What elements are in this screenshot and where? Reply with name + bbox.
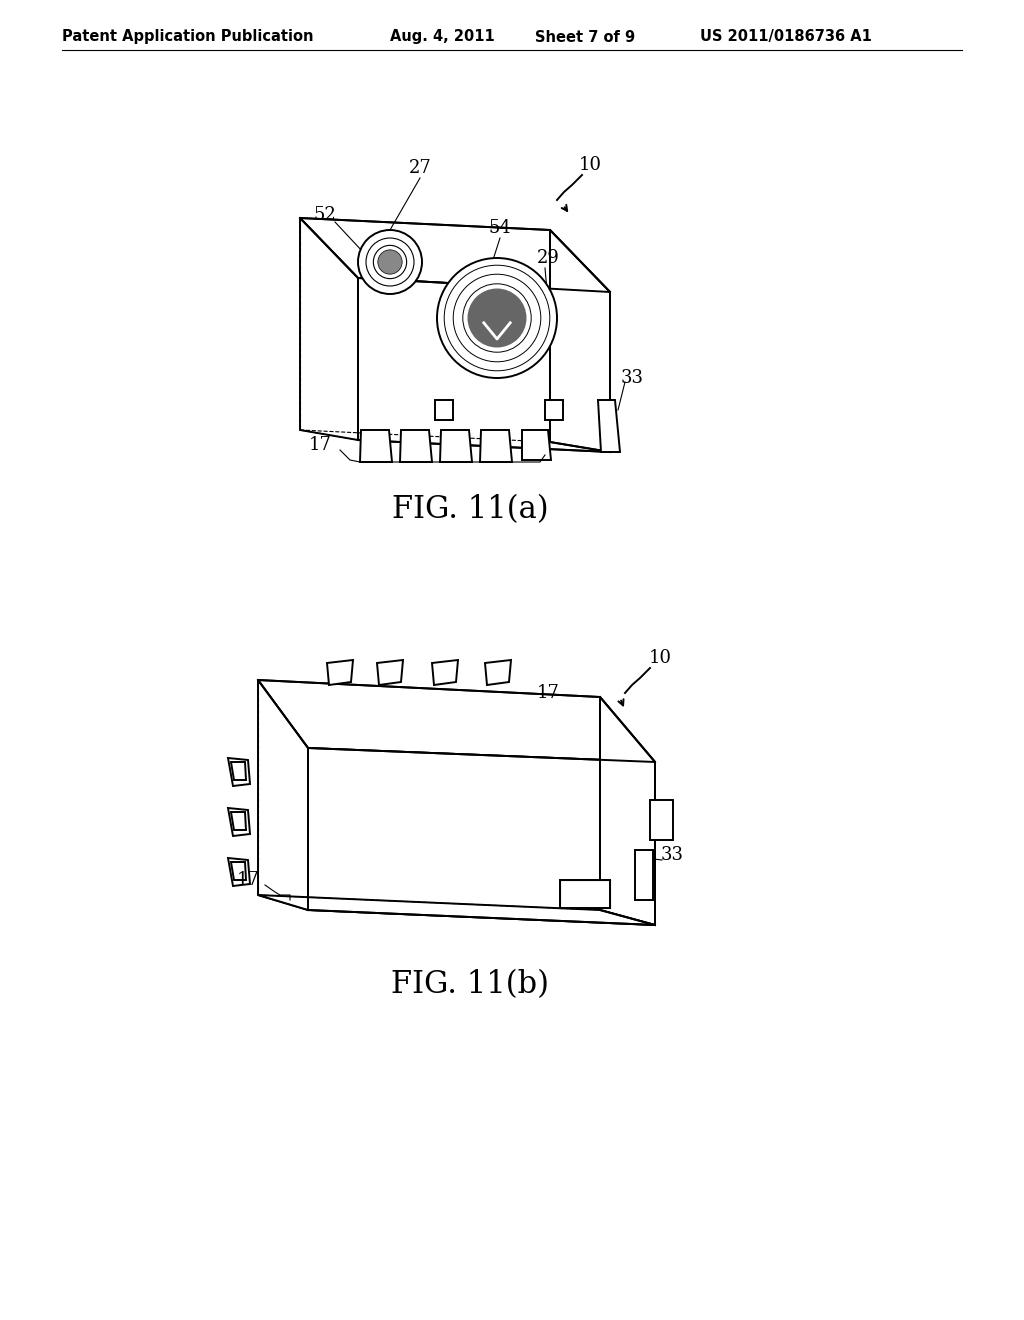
Polygon shape [400,430,432,462]
Polygon shape [600,697,655,925]
Circle shape [358,230,422,294]
Text: 33: 33 [660,846,683,865]
Text: 17: 17 [537,684,559,702]
Text: US 2011/0186736 A1: US 2011/0186736 A1 [700,29,871,45]
Text: 52: 52 [313,206,336,224]
Polygon shape [550,230,610,451]
Text: Patent Application Publication: Patent Application Publication [62,29,313,45]
Polygon shape [300,218,610,292]
Circle shape [378,249,402,275]
Text: 29: 29 [537,249,559,267]
Text: Sheet 7 of 9: Sheet 7 of 9 [535,29,635,45]
Polygon shape [258,680,308,909]
Text: 27: 27 [409,158,431,177]
Text: 10: 10 [648,649,672,667]
Circle shape [437,257,557,378]
Text: FIG. 11(a): FIG. 11(a) [392,495,548,525]
Text: 17: 17 [308,436,332,454]
Text: Aug. 4, 2011: Aug. 4, 2011 [390,29,495,45]
Text: 17: 17 [237,871,259,888]
Polygon shape [440,430,472,462]
Polygon shape [432,660,458,685]
Polygon shape [327,660,353,685]
Polygon shape [231,812,246,830]
Polygon shape [545,400,563,420]
Polygon shape [480,430,512,462]
Polygon shape [308,748,655,925]
Polygon shape [228,808,250,836]
Text: FIG. 11(b): FIG. 11(b) [391,969,549,1001]
Text: 33: 33 [621,370,643,387]
Polygon shape [598,400,620,451]
Polygon shape [522,430,551,459]
Text: 10: 10 [579,156,601,174]
Polygon shape [435,400,453,420]
Polygon shape [485,660,511,685]
Polygon shape [560,880,610,908]
Polygon shape [258,895,655,925]
Polygon shape [228,758,250,785]
Text: 54: 54 [488,219,511,238]
Polygon shape [358,279,610,451]
Polygon shape [228,858,250,886]
Polygon shape [650,800,673,840]
Polygon shape [258,680,655,762]
Polygon shape [231,762,246,780]
Polygon shape [231,862,246,880]
Polygon shape [360,430,392,462]
Polygon shape [377,660,403,685]
Polygon shape [635,850,653,900]
Circle shape [468,289,525,347]
Polygon shape [300,218,358,440]
